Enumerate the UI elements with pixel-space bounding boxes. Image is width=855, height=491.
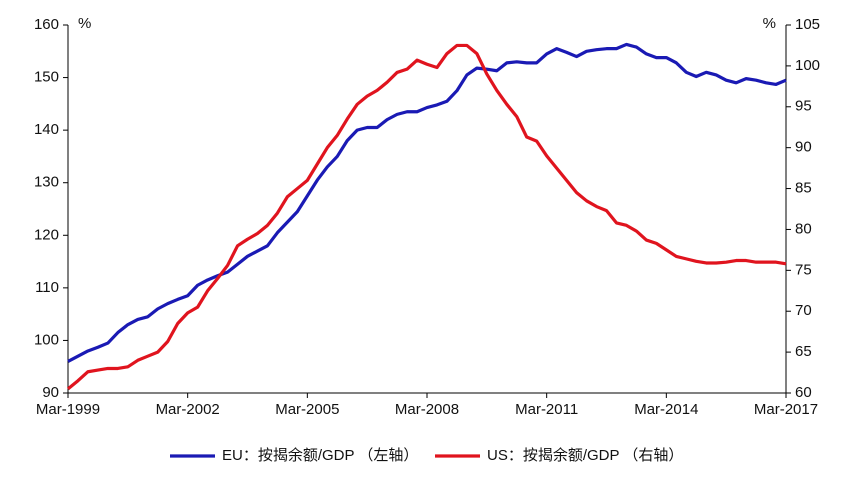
y-tick-label: 160 [34,16,59,33]
x-tick-label: Mar-2011 [515,401,578,418]
y-tick-label: 100 [34,331,59,348]
y-tick-label: 140 [34,121,59,138]
x-tick-label: Mar-2014 [634,401,698,418]
series-line [67,42,787,363]
y2-tick-label: 85 [795,180,812,197]
y2-tick-label: 60 [795,384,812,401]
x-tick-label: Mar-2005 [275,401,339,418]
y-tick-label: 130 [34,174,59,191]
y2-tick-label: 105 [795,16,820,33]
y2-tick-label: 95 [795,98,812,115]
legend-label: US：按揭余额/GDP （右轴） [487,446,683,464]
y2-tick-label: 70 [795,302,812,319]
y-tick-label: 120 [34,226,59,243]
x-tick-label: Mar-2002 [156,401,220,418]
x-tick-label: Mar-1999 [36,401,100,418]
y2-tick-label: 65 [795,343,812,360]
y-axis-label: % [78,15,91,32]
y-tick-label: 110 [35,279,59,296]
series-line [66,43,787,391]
y-tick-label: 90 [42,384,59,401]
y2-tick-label: 75 [795,261,812,278]
y2-tick-label: 100 [795,57,820,74]
y2-axis-label: % [763,15,776,32]
y2-tick-label: 80 [795,220,812,237]
y2-tick-label: 90 [795,139,812,156]
x-tick-label: Mar-2008 [395,401,459,418]
x-tick-label: Mar-2017 [754,401,818,418]
y-tick-label: 150 [34,69,59,86]
legend-label: EU：按揭余额/GDP （左轴） [222,446,418,464]
